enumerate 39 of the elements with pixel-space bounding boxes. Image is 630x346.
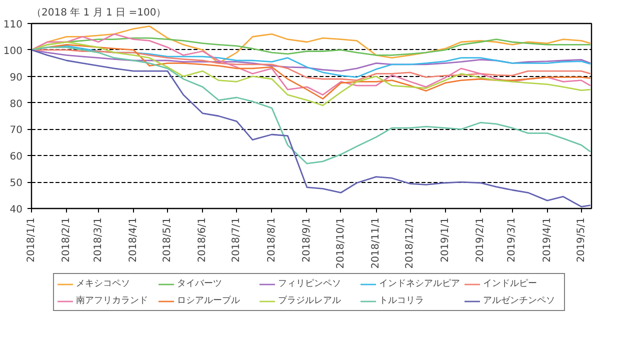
x-tick-label: 2018/12/1 (404, 217, 416, 269)
y-tick-label: 40 (10, 204, 23, 216)
y-axis-title: （2018 年 1 月 1 日 =100） (32, 6, 166, 18)
legend-label: メキシコペソ (76, 278, 131, 290)
x-tick-label: 2019/3/1 (506, 217, 518, 262)
line-series (32, 33, 592, 96)
x-tick-label: 2018/9/1 (301, 217, 312, 262)
line-series (32, 49, 592, 208)
legend-label: ブラジルレアル (278, 294, 342, 307)
x-tick-label: 2018/5/1 (162, 217, 174, 262)
y-tick-label: 110 (3, 20, 23, 30)
legend-label: インドネシアルピア (379, 278, 460, 290)
x-tick-label: 2019/2/1 (474, 217, 486, 262)
x-tick-label: 2018/2/1 (61, 217, 72, 262)
y-tick-label: 70 (10, 125, 23, 136)
y-tick-label: 80 (10, 98, 23, 110)
y-tick-label: 50 (10, 178, 23, 190)
x-tick-label: 2018/3/1 (92, 217, 104, 262)
x-tick-label: 2018/8/1 (266, 217, 278, 262)
y-tick-label: 60 (10, 152, 23, 163)
legend-label: インドルピー (483, 278, 538, 290)
y-tick-label: 100 (3, 46, 23, 57)
legend-label: ロシアルーブル (177, 294, 241, 307)
x-tick-label: 2019/5/1 (576, 217, 587, 262)
y-tick-label: 90 (10, 72, 23, 84)
legend-label: アルゼンチンペソ (483, 295, 556, 307)
x-tick-label: 2018/7/1 (231, 217, 242, 262)
x-tick-label: 2018/1/1 (26, 217, 37, 262)
x-tick-label: 2019/1/1 (440, 217, 451, 262)
x-tick-label: 2018/11/1 (370, 217, 382, 269)
legend-label: タイバーツ (177, 278, 223, 290)
x-tick-label: 2018/4/1 (128, 217, 140, 262)
x-tick-label: 2018/10/1 (335, 217, 346, 269)
line-series (32, 46, 592, 164)
legend-label: フィリピンペソ (278, 278, 342, 290)
x-tick-label: 2018/6/1 (197, 217, 208, 262)
x-tick-label: 2019/4/1 (542, 217, 553, 262)
legend-label: 南アフリカランド (76, 294, 149, 307)
legend-label: トルコリラ (379, 295, 425, 307)
